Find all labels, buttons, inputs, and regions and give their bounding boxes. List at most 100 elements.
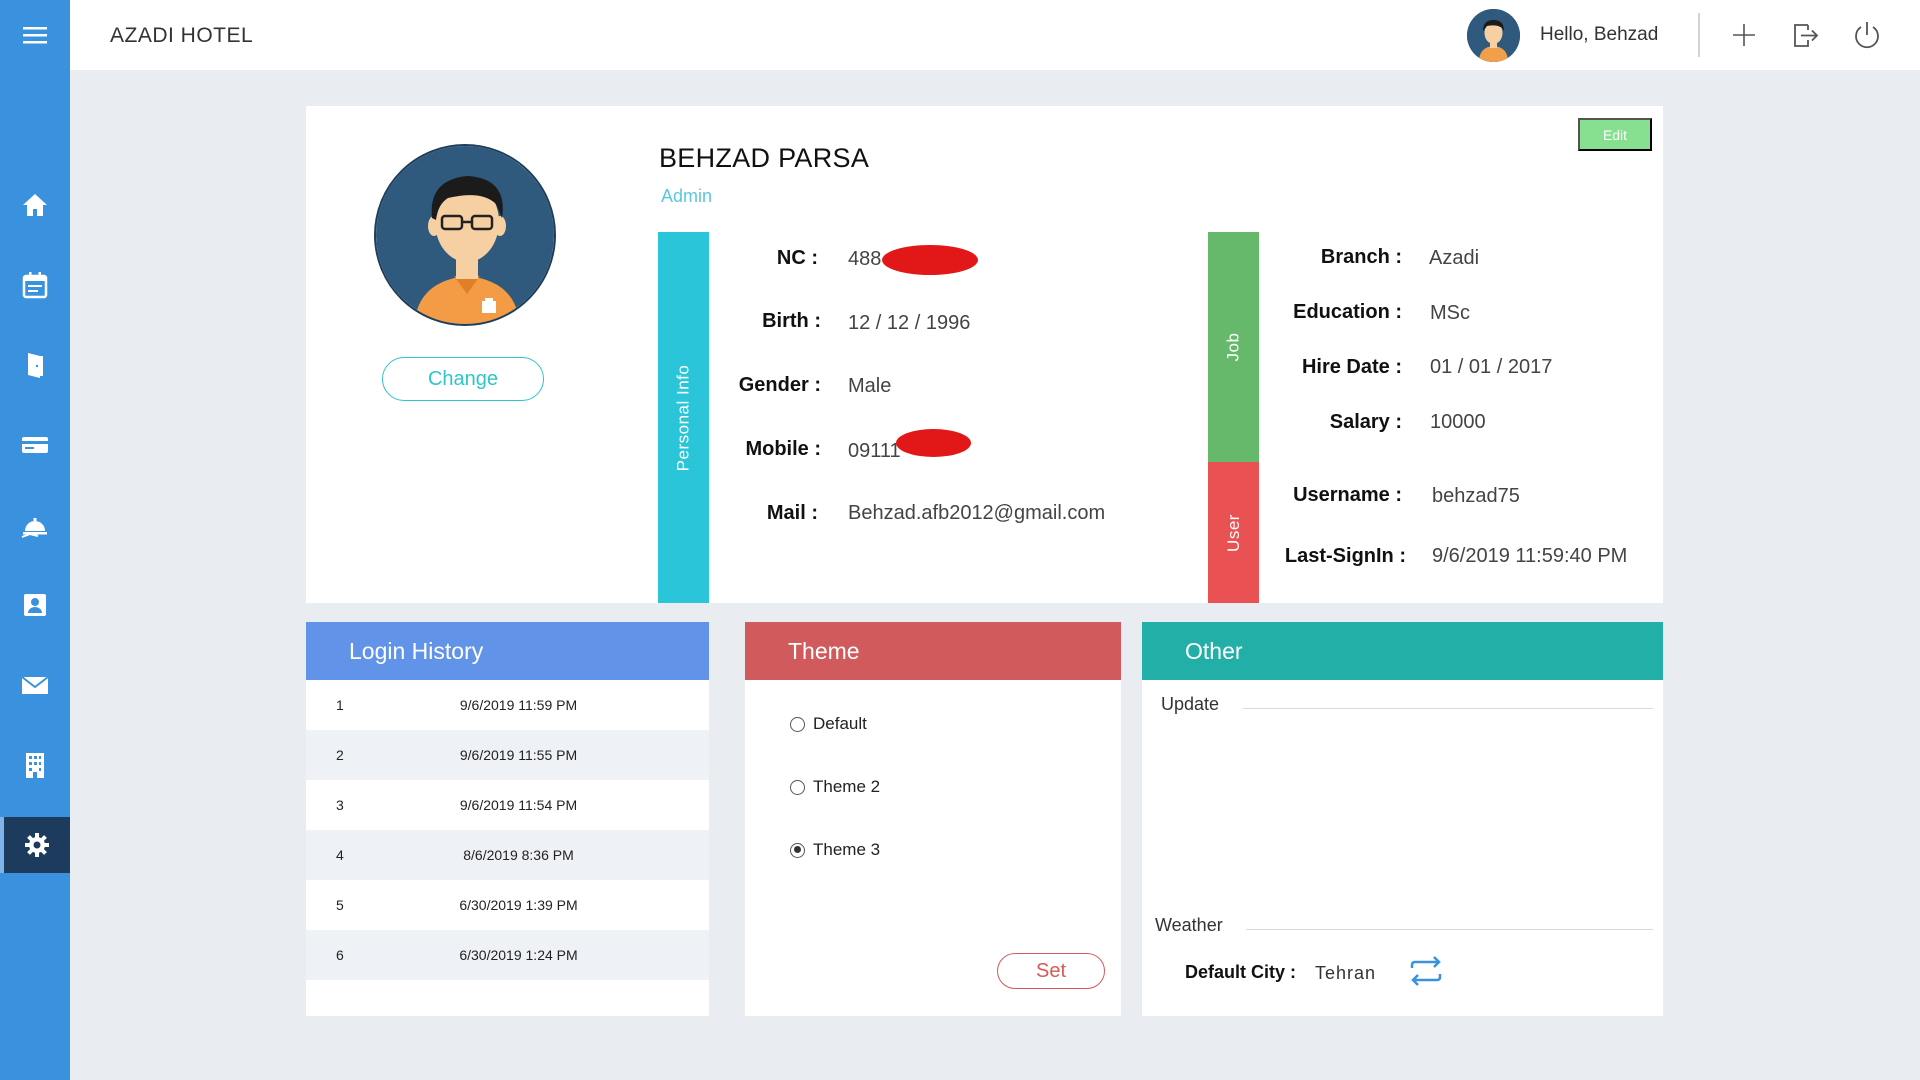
row-number: 6: [336, 947, 344, 963]
theme-option-theme-3[interactable]: Theme 3: [790, 840, 880, 860]
theme-panel: Theme Default Theme 2 Theme 3 Set: [745, 622, 1121, 1016]
education-label: Education :: [1293, 301, 1402, 323]
calendar-icon: [22, 272, 48, 299]
update-section-title: Update: [1161, 694, 1220, 714]
row-number: 4: [336, 847, 344, 863]
salary-value: 10000: [1430, 411, 1486, 433]
sidebar-item-hotel[interactable]: [0, 737, 70, 793]
weather-section-title: Weather: [1155, 915, 1223, 935]
divider: [1243, 708, 1653, 709]
hire-date-value: 01 / 01 / 2017: [1430, 356, 1553, 378]
row-number: 3: [336, 797, 344, 813]
row-date: 8/6/2019 8:36 PM: [463, 847, 574, 863]
profile-card: Change BEHZAD PARSA Admin Edit Personal …: [306, 106, 1663, 603]
username-label: Username :: [1293, 484, 1402, 506]
contact-icon: [24, 594, 46, 616]
row-date: 9/6/2019 11:59 PM: [459, 697, 578, 713]
sidebar-item-settings[interactable]: [0, 817, 70, 873]
mobile-value: 09111: [848, 440, 901, 462]
radio-button-selected[interactable]: [790, 842, 805, 858]
theme-option-label: Default: [813, 714, 867, 733]
edit-button[interactable]: Edit: [1578, 118, 1652, 151]
login-history-title: Login History: [306, 622, 709, 680]
user-label: User: [1223, 513, 1243, 552]
divider: [1246, 929, 1653, 930]
other-panel: Other Update Weather Default City : Tehr…: [1142, 622, 1663, 1016]
theme-option-label: Theme 3: [813, 840, 881, 859]
row-number: 2: [336, 747, 344, 763]
add-icon[interactable]: [1726, 17, 1762, 53]
hire-date-label: Hire Date :: [1301, 356, 1402, 378]
salary-label: Salary :: [1329, 411, 1402, 433]
redaction-mark: [896, 429, 971, 457]
theme-option-theme-2[interactable]: Theme 2: [790, 777, 880, 797]
gender-label: Gender :: [738, 374, 821, 396]
table-row: 3 9/6/2019 11:54 PM: [306, 780, 709, 830]
credit-card-icon: [22, 437, 48, 453]
profile-role: Admin: [661, 186, 713, 206]
row-date: 6/30/2019 1:24 PM: [459, 947, 578, 963]
nc-label: NC :: [776, 247, 818, 269]
login-history-panel: Login History 1 9/6/2019 11:59 PM 2 9/6/…: [306, 622, 709, 1016]
building-icon: [26, 753, 44, 778]
greeting-text: Hello, Behzad: [1540, 24, 1659, 45]
sidebar-item-payments[interactable]: [0, 417, 70, 473]
door-icon: [28, 353, 43, 378]
home-icon: [23, 194, 47, 216]
hamburger-menu-icon[interactable]: [0, 0, 70, 70]
set-theme-button[interactable]: Set: [997, 953, 1105, 989]
sidebar-item-home[interactable]: [0, 177, 70, 233]
branch-value: Azadi: [1429, 247, 1480, 269]
sidebar-item-rooms[interactable]: [0, 337, 70, 393]
personal-info-label: Personal Info: [673, 364, 693, 471]
sidebar-item-calendar[interactable]: [0, 257, 70, 313]
table-row: 1 9/6/2019 11:59 PM: [306, 680, 709, 730]
change-photo-button[interactable]: Change: [382, 357, 544, 401]
power-icon[interactable]: [1849, 17, 1885, 53]
birth-label: Birth :: [762, 310, 821, 332]
theme-option-default[interactable]: Default: [790, 714, 867, 734]
job-band: Job: [1208, 232, 1259, 462]
theme-title: Theme: [745, 622, 1121, 680]
user-band: User: [1208, 462, 1259, 603]
sidebar-item-contacts[interactable]: [0, 577, 70, 633]
gender-value: Male: [848, 375, 892, 397]
app-title: AZADI HOTEL: [110, 24, 254, 47]
branch-label: Branch :: [1320, 246, 1402, 268]
mail-icon: [21, 676, 49, 694]
table-row: 5 6/30/2019 1:39 PM: [306, 880, 709, 930]
birth-value: 12 / 12 / 1996: [848, 312, 971, 334]
job-label: Job: [1223, 332, 1243, 362]
sidebar-item-mail[interactable]: [0, 657, 70, 713]
mail-label: Mail :: [766, 502, 818, 524]
table-row: 6 6/30/2019 1:24 PM: [306, 930, 709, 980]
row-date: 9/6/2019 11:54 PM: [459, 797, 578, 813]
radio-button[interactable]: [790, 716, 805, 732]
other-title: Other: [1142, 622, 1663, 680]
last-signin-value: 9/6/2019 11:59:40 PM: [1432, 545, 1628, 567]
profile-avatar: [374, 144, 556, 326]
swap-city-icon[interactable]: [1407, 954, 1445, 988]
avatar[interactable]: [1467, 9, 1520, 62]
sidebar: [0, 0, 70, 1080]
default-city-value: Tehran: [1315, 963, 1377, 983]
settings-icon: [25, 833, 49, 857]
theme-option-label: Theme 2: [813, 777, 881, 796]
row-number: 1: [336, 697, 344, 713]
sidebar-item-services[interactable]: [0, 497, 70, 553]
table-row: 2 9/6/2019 11:55 PM: [306, 730, 709, 780]
mail-value: Behzad.afb2012@gmail.com: [848, 502, 1106, 524]
divider: [1698, 13, 1700, 57]
last-signin-label: Last-SignIn :: [1284, 545, 1406, 567]
logout-icon[interactable]: [1787, 17, 1823, 53]
table-row: 4 8/6/2019 8:36 PM: [306, 830, 709, 880]
top-bar: AZADI HOTEL Hello, Behzad: [70, 0, 1920, 70]
personal-info-band: Personal Info: [658, 232, 709, 603]
row-date: 6/30/2019 1:39 PM: [459, 897, 578, 913]
nc-value: 488: [848, 248, 882, 270]
username-value: behzad75: [1432, 485, 1520, 507]
radio-button[interactable]: [790, 779, 805, 795]
room-service-icon: [21, 518, 47, 538]
education-value: MSc: [1430, 302, 1470, 324]
profile-name: BEHZAD PARSA: [659, 143, 870, 173]
